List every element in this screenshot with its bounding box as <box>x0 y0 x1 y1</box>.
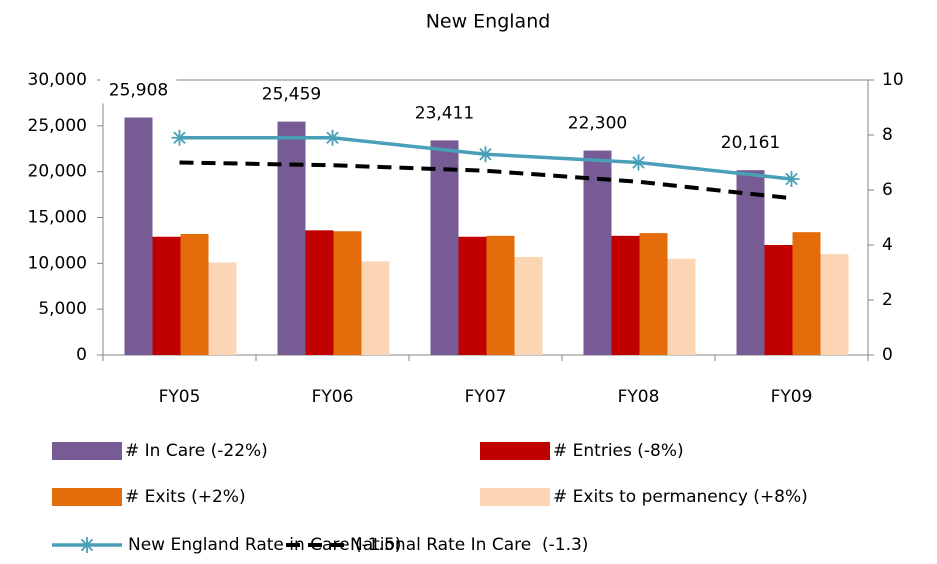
value-label-bg <box>253 81 330 108</box>
value-label-bg <box>406 100 483 127</box>
bar <box>124 117 153 355</box>
value-label: 25,459 <box>262 85 321 105</box>
y-tick-label: 15,000 <box>28 208 87 228</box>
x-tick-label: FY09 <box>771 387 813 407</box>
marker <box>171 129 188 146</box>
y2-tick-label: 4 <box>882 235 893 255</box>
bar <box>792 232 821 355</box>
legend-label: National Rate In Care (-1.3) <box>350 535 588 555</box>
y2-tick-label: 10 <box>882 70 904 90</box>
legend-label: # In Care (-22%) <box>125 441 268 461</box>
bar <box>208 262 237 355</box>
y2-tick-label: 8 <box>882 125 893 145</box>
bar <box>458 236 487 355</box>
bar <box>611 235 640 355</box>
bar <box>583 150 612 355</box>
y2-tick-label: 6 <box>882 180 893 200</box>
bar <box>667 258 696 355</box>
x-tick-label: FY07 <box>465 387 507 407</box>
value-label-bg <box>100 77 177 104</box>
bar <box>305 230 334 355</box>
legend-swatch <box>480 488 550 506</box>
bar <box>764 245 793 355</box>
x-tick-label: FY08 <box>618 387 660 407</box>
legend-label: # Entries (-8%) <box>553 441 684 461</box>
value-label: 22,300 <box>568 114 627 134</box>
legend-label: # Exits (+2%) <box>125 487 246 507</box>
chart-title: New England <box>426 11 551 33</box>
y2-tick-label: 0 <box>882 345 893 365</box>
value-label: 20,161 <box>721 133 780 153</box>
y-tick-label: 25,000 <box>28 116 87 136</box>
marker <box>477 146 494 163</box>
marker <box>630 154 647 171</box>
value-label-bg <box>712 130 789 157</box>
bar <box>514 256 543 355</box>
legend-swatch <box>52 442 122 460</box>
bar <box>430 140 459 355</box>
line <box>179 160 792 201</box>
bar <box>820 254 849 355</box>
bar <box>736 170 765 355</box>
marker <box>324 129 341 146</box>
bar <box>277 121 306 356</box>
bar <box>486 235 515 355</box>
legend-swatch <box>480 442 550 460</box>
y-tick-label: 0 <box>76 345 87 365</box>
value-label-bg <box>559 110 636 137</box>
y-tick-label: 5,000 <box>38 299 87 319</box>
y-tick-label: 30,000 <box>28 70 87 90</box>
bar <box>180 234 209 355</box>
x-tick-label: FY06 <box>312 387 354 407</box>
x-tick-label: FY05 <box>159 387 201 407</box>
y-tick-label: 20,000 <box>28 162 87 182</box>
legend-swatch <box>52 488 122 506</box>
bar <box>152 236 181 355</box>
legend-label: # Exits to permanency (+8%) <box>553 487 808 507</box>
legend-label: New England Rate in Care (-1.5) <box>128 535 401 555</box>
legend-marker <box>79 537 95 553</box>
bar <box>333 231 362 355</box>
value-label: 23,411 <box>415 103 474 123</box>
marker <box>783 171 800 187</box>
value-label: 25,908 <box>109 81 168 101</box>
bar <box>639 233 668 355</box>
bar <box>361 261 390 355</box>
y2-tick-label: 2 <box>882 290 893 310</box>
y-tick-label: 10,000 <box>28 253 87 273</box>
